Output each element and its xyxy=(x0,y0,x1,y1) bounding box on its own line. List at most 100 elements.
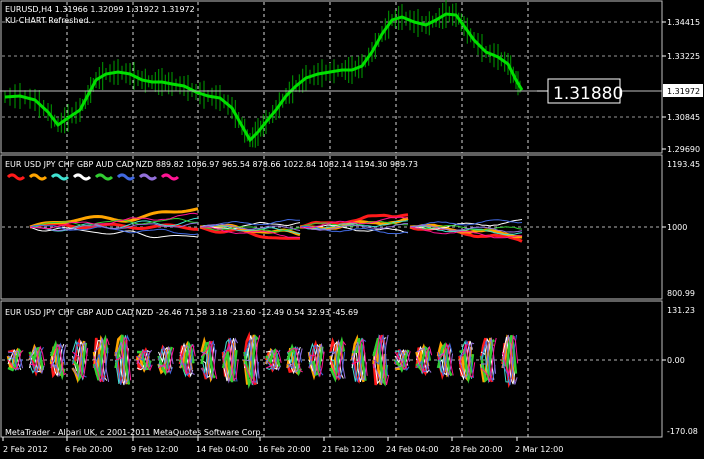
legend-swatch-nzd xyxy=(160,173,180,181)
strength-line-nzd xyxy=(29,212,199,230)
strength-header: EUR USD JPY CHF GBP AUD CAD NZD 889.82 1… xyxy=(5,160,418,169)
price-tick: 1.30845 xyxy=(667,113,700,122)
strength-line-cad xyxy=(199,223,301,231)
momentum-line-gbp xyxy=(49,340,66,381)
momentum-line-cad xyxy=(72,341,88,378)
strength-line-jpy xyxy=(299,220,409,230)
momentum-tick: 131.23 xyxy=(667,306,695,315)
momentum-line-cad xyxy=(179,344,195,375)
momentum-line-aud xyxy=(308,344,324,376)
momentum-line-aud xyxy=(373,333,388,377)
momentum-line-nzd xyxy=(179,343,196,375)
momentum-line-cad xyxy=(481,336,497,374)
momentum-axis: 131.23 0.00 -170.08 xyxy=(662,306,698,436)
momentum-line-cad xyxy=(287,348,303,374)
momentum-line-cad xyxy=(416,347,432,373)
momentum-line-aud xyxy=(201,339,216,380)
momentum-line-cad xyxy=(394,349,411,369)
time-label: 9 Feb 12:00 xyxy=(131,445,178,454)
legend-swatch-chf xyxy=(72,173,92,181)
strength-line-chf xyxy=(199,221,301,230)
strength-lines xyxy=(29,207,523,243)
momentum-line-aud xyxy=(136,350,152,368)
momentum-line-nzd xyxy=(50,343,67,376)
time-label: 16 Feb 20:00 xyxy=(258,445,310,454)
price-tick: 1.29690 xyxy=(667,145,700,154)
momentum-line-nzd xyxy=(158,347,175,374)
currency-momentum-panel[interactable] xyxy=(0,300,663,438)
strength-line-gbp xyxy=(299,220,408,228)
strength-line-nzd xyxy=(409,226,523,239)
momentum-line-nzd xyxy=(394,351,411,371)
momentum-header: EUR USD JPY CHF GBP AUD CAD NZD -26.46 7… xyxy=(5,308,358,317)
strength-axis: 1193.45 1000 800.99 xyxy=(662,160,700,298)
momentum-line-nzd xyxy=(373,335,390,386)
strength-line-cad xyxy=(299,223,408,231)
momentum-line-nzd xyxy=(351,338,368,376)
momentum-line-gbp xyxy=(265,348,281,367)
momentum-line-gbp xyxy=(308,346,324,377)
momentum-line-nzd xyxy=(287,347,303,373)
momentum-line-cad xyxy=(351,341,368,381)
strength-line-aud xyxy=(299,225,409,235)
current-price-label-bg xyxy=(663,84,703,97)
momentum-line-cad xyxy=(308,342,325,376)
momentum-line-aud xyxy=(115,334,130,385)
time-label: 2 Mar 12:00 xyxy=(515,445,563,454)
strength-line-eur xyxy=(199,225,300,240)
current-price-label: 1.31972 xyxy=(667,87,700,96)
momentum-line-cad xyxy=(265,348,282,372)
momentum-line-aud xyxy=(416,349,431,373)
momentum-line-aud xyxy=(158,345,173,375)
momentum-line-gbp xyxy=(7,347,23,372)
momentum-line-chf xyxy=(244,335,258,384)
momentum-line-nzd xyxy=(136,348,153,372)
strength-tick: 1000 xyxy=(667,223,687,232)
time-axis: 2 Feb 2012 6 Feb 20:00 9 Feb 12:00 14 Feb 0… xyxy=(2,437,563,454)
main-price-panel[interactable] xyxy=(0,0,663,154)
momentum-line-nzd xyxy=(330,340,347,381)
momentum-line-cad xyxy=(330,339,346,379)
momentum-line-gbp xyxy=(200,341,216,379)
status-text: KU-CHART Refreshed.. xyxy=(5,16,94,25)
time-label: 6 Feb 20:00 xyxy=(65,445,112,454)
momentum-line-nzd xyxy=(416,345,433,374)
strength-line-nzd xyxy=(199,226,301,239)
momentum-line-aud xyxy=(244,339,259,383)
time-label: 24 Feb 04:00 xyxy=(386,445,438,454)
strength-line-nzd xyxy=(299,216,409,229)
legend-swatch-gbp xyxy=(94,173,114,181)
momentum-line-gbp xyxy=(71,342,88,382)
momentum-line-nzd xyxy=(72,347,89,380)
momentum-line-chf xyxy=(437,347,452,376)
momentum-line-cad xyxy=(373,334,389,385)
momentum-line-nzd xyxy=(480,337,497,382)
momentum-line-nzd xyxy=(437,342,454,376)
momentum-line-gbp xyxy=(372,337,389,387)
strength-line-gbp xyxy=(199,226,301,233)
strength-line-aud xyxy=(409,219,523,228)
momentum-line-aud xyxy=(72,341,87,378)
momentum-line-aud xyxy=(394,348,410,371)
momentum-line-nzd xyxy=(265,349,282,369)
strength-tick: 800.99 xyxy=(667,289,695,298)
price-axis: 1.34415 1.33225 1.31972 1.30845 1.29690 xyxy=(662,18,703,154)
momentum-line-cad xyxy=(502,334,518,385)
strength-line-gbp xyxy=(409,224,523,231)
strength-tick: 1193.45 xyxy=(667,160,700,169)
strength-line-chf xyxy=(29,226,199,239)
legend-swatch-usd xyxy=(28,173,48,181)
momentum-line-gbp xyxy=(286,343,303,377)
momentum-line-cad xyxy=(158,345,174,368)
momentum-tick: 0.00 xyxy=(667,356,685,365)
momentum-line-nzd xyxy=(7,350,24,370)
momentum-line-aud xyxy=(502,335,517,386)
price-tick: 1.34415 xyxy=(667,18,700,27)
strength-line-aud xyxy=(200,218,300,228)
copyright-text: MetaTrader - Alpari UK, c 2001-2011 Meta… xyxy=(5,428,263,437)
momentum-line-gbp xyxy=(178,340,195,374)
momentum-line-nzd xyxy=(115,337,132,381)
momentum-line-nzd xyxy=(502,334,519,377)
